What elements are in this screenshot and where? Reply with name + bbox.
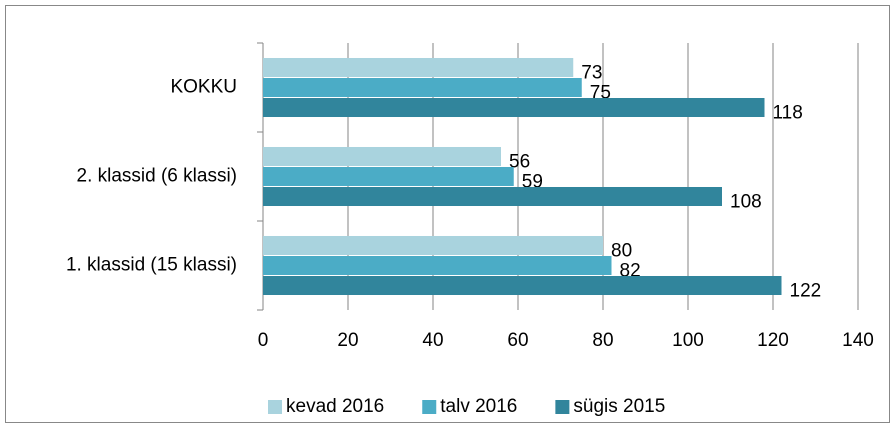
bar: [263, 78, 582, 97]
bar: [263, 256, 612, 275]
x-tick-label: 140: [842, 330, 874, 351]
bar: [263, 276, 782, 295]
x-tick-label: 120: [757, 330, 789, 351]
legend-label: talv 2016: [440, 396, 517, 417]
bar: [263, 167, 514, 186]
data-label: 118: [773, 103, 803, 124]
x-tick-label: 100: [672, 330, 704, 351]
legend-swatch: [268, 400, 282, 414]
bar: [263, 187, 722, 206]
legend-label: kevad 2016: [286, 396, 384, 417]
x-tick-label: 40: [422, 330, 443, 351]
legend-label: sügis 2015: [573, 396, 665, 417]
data-label: 80: [611, 241, 632, 262]
x-tick-label: 20: [337, 330, 358, 351]
data-label: 56: [509, 152, 530, 173]
y-tick-label: KOKKU: [170, 77, 237, 98]
bar: [263, 236, 603, 255]
x-tick-label: 80: [592, 330, 613, 351]
legend-swatch: [555, 400, 570, 414]
data-label: 73: [581, 63, 602, 84]
data-label: 122: [790, 281, 822, 302]
bar: [263, 147, 501, 166]
data-label: 108: [730, 192, 762, 213]
bar: [263, 58, 574, 77]
legend-swatch: [422, 400, 437, 414]
bar: [263, 98, 765, 117]
x-tick-label: 60: [507, 330, 528, 351]
x-tick-label: 0: [258, 330, 269, 351]
y-tick-label: 1. klassid (15 klassi): [66, 255, 237, 276]
y-tick-label: 2. klassid (6 klassi): [77, 166, 238, 187]
